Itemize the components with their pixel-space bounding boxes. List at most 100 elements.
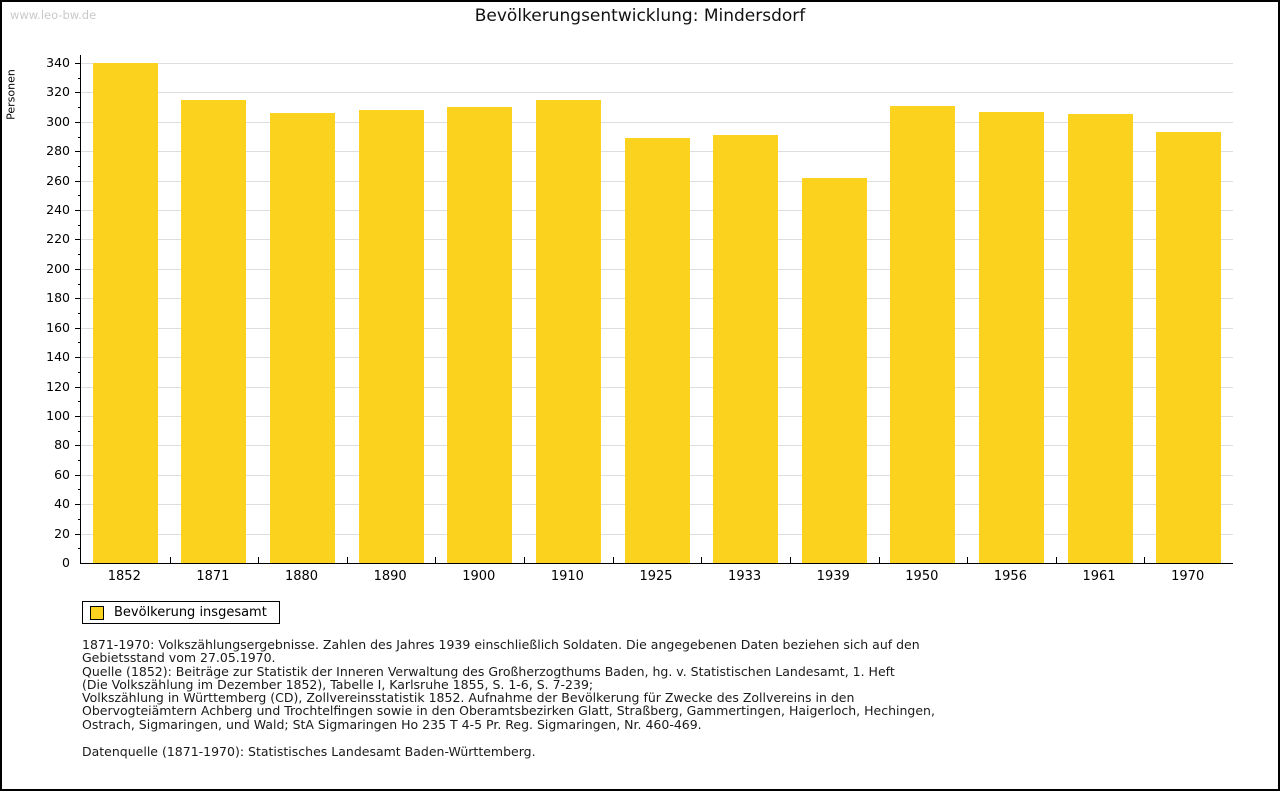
bar-1910 <box>535 99 601 563</box>
x-axis-tick <box>435 557 437 563</box>
footnote-line: Obervogteiämtern Achberg und Trochtelfin… <box>82 703 935 719</box>
y-minor-tick <box>78 548 81 550</box>
page-title: Bevölkerungsentwicklung: Mindersdorf <box>474 6 806 26</box>
y-major-tick <box>75 63 81 64</box>
y-major-tick <box>75 386 81 388</box>
y-minor-tick <box>78 489 81 491</box>
y-minor-tick <box>78 313 81 314</box>
x-tick-label-1890: 1890 <box>373 569 407 584</box>
footnote-line: Quelle (1852): Beiträge zur Statistik de… <box>82 663 895 679</box>
y-minor-tick <box>78 518 81 520</box>
y-tick-label: 60 <box>54 466 70 482</box>
bar-1939 <box>801 177 867 563</box>
y-tick-label: 240 <box>46 202 70 218</box>
bar-1925 <box>624 138 690 563</box>
y-tick-label: 20 <box>54 525 70 541</box>
x-axis-tick <box>258 557 260 563</box>
y-major-tick <box>75 327 81 329</box>
watermark-leo-bw: www.leo-bw.de <box>10 8 97 22</box>
x-axis-tick <box>612 557 614 563</box>
x-axis-tick <box>346 557 348 563</box>
bar-1970 <box>1156 132 1222 563</box>
x-tick-label-1956: 1956 <box>993 569 1027 584</box>
y-tick-label: 300 <box>46 113 70 129</box>
gridline-y320 <box>81 92 1233 94</box>
bar-1852 <box>92 63 158 563</box>
y-major-tick <box>75 533 81 535</box>
y-tick-label: 80 <box>54 437 70 453</box>
x-axis-tick <box>701 557 703 563</box>
x-tick-label-1880: 1880 <box>284 569 319 584</box>
bar-1871 <box>181 99 247 563</box>
y-major-tick <box>75 121 81 123</box>
x-tick-label-1970: 1970 <box>1171 569 1205 584</box>
y-tick-label: 40 <box>54 496 70 512</box>
y-major-tick <box>75 239 81 241</box>
y-major-tick <box>75 180 81 182</box>
y-major-tick <box>75 474 81 476</box>
y-minor-tick <box>78 342 81 344</box>
bar-1880 <box>270 113 336 563</box>
y-major-tick <box>75 298 81 300</box>
legend-box: Bevölkerung insgesamt <box>82 601 280 624</box>
y-tick-label: 320 <box>46 84 70 100</box>
gridline-y300 <box>81 121 1233 123</box>
bar-1933 <box>713 135 779 563</box>
y-tick-label: 120 <box>46 378 70 394</box>
y-major-tick <box>75 504 81 506</box>
y-minor-tick <box>78 107 81 109</box>
bar-1956 <box>978 111 1044 563</box>
bar-1900 <box>447 107 513 563</box>
y-major-tick <box>75 151 81 153</box>
x-tick-label-1900: 1900 <box>462 569 496 584</box>
gridline-y340 <box>81 63 1233 64</box>
y-minor-tick <box>78 371 81 373</box>
legend-label: Bevölkerung insgesamt <box>114 605 267 620</box>
x-tick-label-1933: 1933 <box>728 569 762 584</box>
y-minor-tick <box>78 165 81 167</box>
y-tick-label: 220 <box>46 231 70 247</box>
y-tick-label: 340 <box>46 55 70 70</box>
y-axis-label: Personen <box>4 69 18 120</box>
y-tick-label: 280 <box>46 143 70 159</box>
y-tick-label: 100 <box>46 407 70 423</box>
y-minor-tick <box>78 195 81 197</box>
plot-area <box>75 55 1233 564</box>
y-major-tick <box>75 357 81 359</box>
x-axis-tick <box>967 557 969 563</box>
y-tick-label: 180 <box>46 290 70 306</box>
x-tick-label-1950: 1950 <box>905 569 939 584</box>
x-tick-label-1910: 1910 <box>550 569 584 584</box>
x-axis-tick <box>878 557 880 563</box>
footnote-line: 1871-1970: Volkszählungsergebnisse. Zahl… <box>82 637 920 652</box>
x-tick-label-1925: 1925 <box>639 569 673 584</box>
footnote-line: Volkszählung in Württemberg (CD), Zollve… <box>82 690 855 706</box>
y-minor-tick <box>78 254 81 256</box>
legend-swatch <box>90 605 104 620</box>
x-tick-label-1939: 1939 <box>816 569 850 584</box>
y-tick-label: 0 <box>62 555 70 570</box>
y-major-tick <box>75 415 81 417</box>
footnote-line: (Die Volkszählung im Dezember 1852), Tab… <box>82 676 594 692</box>
y-tick-label: 260 <box>46 172 70 188</box>
x-axis-tick <box>1144 557 1146 563</box>
x-axis-tick <box>524 557 526 563</box>
y-minor-tick <box>78 460 81 462</box>
bar-1961 <box>1067 114 1133 563</box>
y-major-tick <box>75 268 81 270</box>
x-tick-label-1852: 1852 <box>107 569 141 584</box>
footnote-line: Gebietsstand vom 27.05.1970. <box>82 650 276 666</box>
y-tick-label: 160 <box>46 319 70 335</box>
footnotes: 1871-1970: Volkszählungsergebnisse. Zahl… <box>82 638 1212 731</box>
y-minor-tick <box>78 430 81 432</box>
y-major-tick <box>75 445 81 447</box>
x-tick-label-1871: 1871 <box>196 569 230 584</box>
x-axis-tick <box>1055 557 1057 563</box>
x-axis-tick <box>789 557 791 563</box>
y-minor-tick <box>78 136 81 138</box>
y-minor-tick <box>78 283 81 285</box>
footnote-line: Ostrach, Sigmaringen, und Wald; StA Sigm… <box>82 716 702 732</box>
y-major-tick <box>75 92 81 94</box>
x-axis-tick <box>169 557 171 563</box>
